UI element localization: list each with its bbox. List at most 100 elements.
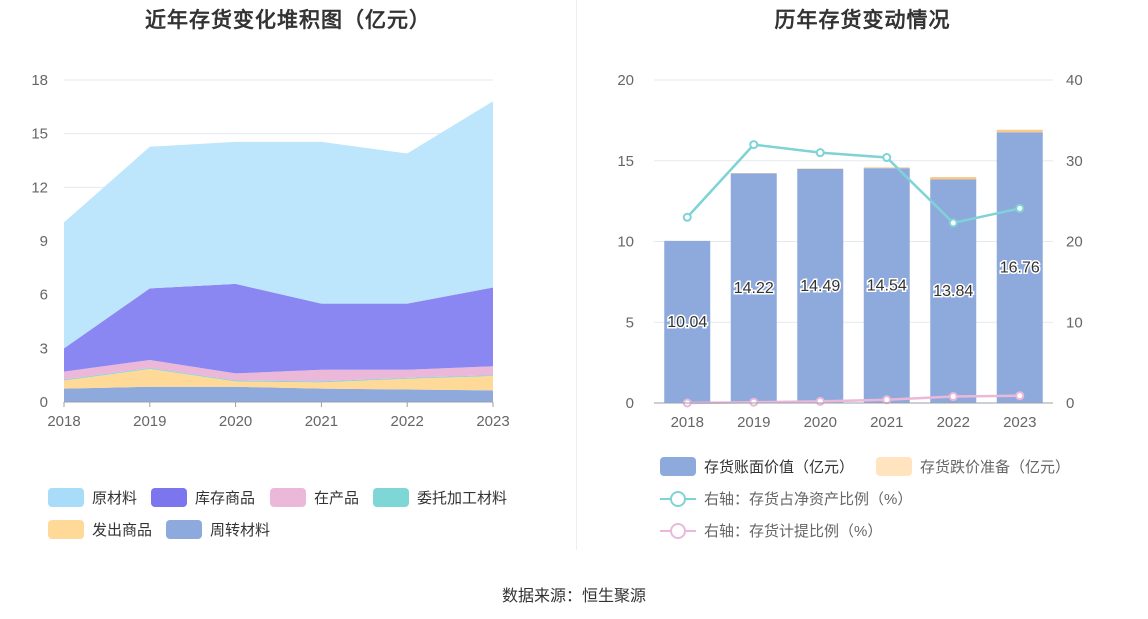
area-legend-item[interactable]: 原材料 [48, 487, 137, 508]
bar-right-y-tick-label: 20 [1066, 234, 1083, 251]
area-y-tick-label: 9 [40, 233, 48, 250]
book-value-bar [930, 179, 977, 403]
area-y-tick-label: 15 [31, 126, 48, 143]
legend-label: 右轴：存货占净资产比例（%） [704, 491, 913, 508]
bar-value-label: 13.84 [933, 283, 973, 300]
legend-swatch [151, 488, 187, 507]
area-legend-item[interactable]: 在产品 [270, 487, 359, 508]
area-chart-legend: 原材料 库存商品 在产品 委托加工材料发出商品 周转材料 [0, 0, 576, 555]
bar-x-tick-label: 2022 [937, 414, 970, 431]
bar-x-tick-label: 2021 [870, 414, 903, 431]
legend-swatch [270, 488, 306, 507]
legend-label: 周转材料 [210, 522, 271, 539]
inventory-change-panel: 历年存货变动情况 0 5 10 15 20 0 10 20 30 40 10.04 14.22 14.4… [577, 0, 1148, 555]
ratio-point [682, 212, 692, 222]
area-x-tick-label: 2023 [476, 413, 509, 430]
area-y-tick-label: 3 [40, 340, 48, 357]
bar-value-label: 10.04 [667, 314, 707, 331]
legend-swatch [48, 488, 84, 507]
area-legend-item[interactable]: 委托加工材料 [373, 487, 507, 508]
bar-left-y-tick-label: 15 [617, 153, 634, 170]
bar-right-y-tick-label: 40 [1066, 72, 1083, 89]
legend-swatch [660, 457, 696, 476]
area-series-5 [64, 283, 493, 374]
ratio-point [1015, 203, 1025, 213]
bar-chart-legend: 存货账面价值（亿元） 存货跌价准备（亿元） 右轴：存货占净资产比例（%） 右轴：存货计… [577, 0, 1148, 555]
area-y-tick-label: 12 [31, 179, 48, 196]
ratio-line-1 [686, 143, 1021, 225]
bar-right-y-tick-label: 30 [1066, 153, 1083, 170]
area-x-tick-label: 2020 [219, 413, 252, 430]
bar-value-label: 14.22 [734, 280, 774, 297]
legend-swatch [660, 489, 696, 508]
inventory-stacked-area-panel: 近年存货变化堆积图（亿元） 0 3 6 9 12 15 18 2018 2019 2020 2021… [0, 0, 576, 555]
area-series-2 [64, 368, 493, 391]
inventory-bar-line-chart: 0 5 10 15 20 0 10 20 30 40 10.04 14.22 14.49 14.54 13.… [617, 72, 1083, 431]
bar-right-y-tick-label: 0 [1066, 395, 1074, 412]
book-value-bar [664, 240, 711, 403]
area-legend-item[interactable]: 周转材料 [166, 519, 270, 540]
bar-legend-item[interactable]: 右轴：存货计提比例（%） [660, 520, 882, 541]
area-series-6 [64, 101, 493, 349]
ratio-point [815, 148, 825, 158]
legend-label: 右轴：存货计提比例（%） [704, 523, 883, 540]
area-chart-title: 近年存货变化堆积图（亿元） [145, 9, 431, 32]
legend-marker [670, 491, 686, 507]
ratio-point [749, 140, 759, 150]
stacked-area-chart: 0 3 6 9 12 15 18 2018 2019 2020 2021 2022 2023 [31, 72, 509, 430]
area-series-3 [64, 368, 493, 383]
legend-label: 库存商品 [195, 490, 256, 507]
bar-legend-item[interactable]: 存货账面价值（亿元） [660, 456, 854, 477]
legend-label: 在产品 [314, 490, 360, 507]
area-x-tick-label: 2018 [47, 413, 80, 430]
bar-left-y-tick-label: 20 [617, 72, 634, 89]
area-y-tick-label: 18 [31, 72, 48, 89]
legend-label: 原材料 [92, 490, 138, 507]
provision-bar [930, 177, 977, 180]
legend-swatch [373, 488, 409, 507]
bar-right-y-tick-label: 10 [1066, 314, 1083, 331]
legend-marker [670, 523, 686, 539]
bar-value-label: 14.49 [800, 278, 840, 295]
bar-left-y-tick-label: 10 [617, 234, 634, 251]
area-x-tick-label: 2021 [305, 413, 338, 430]
legend-label: 发出商品 [92, 522, 153, 539]
ratio-point [749, 397, 759, 407]
area-x-tick-label: 2022 [391, 413, 424, 430]
legend-swatch [660, 521, 696, 540]
area-legend-item[interactable]: 库存商品 [151, 487, 255, 508]
bar-chart-title: 历年存货变动情况 [774, 9, 951, 32]
book-value-bar [996, 132, 1043, 404]
bar-value-label: 14.54 [867, 278, 907, 295]
ratio-point [948, 218, 958, 228]
bar-left-y-tick-label: 5 [626, 314, 634, 331]
bar-legend-item[interactable]: 存货跌价准备（亿元） [876, 456, 1070, 477]
ratio-line-2 [687, 394, 1020, 405]
legend-swatch [166, 520, 202, 539]
ratio-point [882, 153, 892, 163]
bar-value-label: 16.76 [1000, 260, 1040, 277]
legend-swatch [876, 457, 912, 476]
book-value-bar [863, 168, 910, 403]
bar-left-y-tick-label: 0 [626, 395, 634, 412]
legend-swatch [48, 520, 84, 539]
bar-x-tick-label: 2019 [737, 414, 770, 431]
provision-bar [996, 129, 1043, 133]
bar-legend-item[interactable]: 右轴：存货占净资产比例（%） [660, 488, 912, 509]
panel-divider [576, 0, 577, 550]
area-legend-item[interactable]: 发出商品 [48, 519, 152, 540]
area-y-tick-label: 6 [40, 287, 48, 304]
legend-label: 存货账面价值（亿元） [704, 459, 855, 476]
data-source-note: 数据来源：恒生聚源 [501, 588, 646, 605]
area-y-tick-label: 0 [40, 394, 48, 411]
bar-x-tick-label: 2020 [804, 414, 837, 431]
area-series-4 [64, 359, 493, 382]
area-series-1 [64, 386, 493, 402]
provision-bar [863, 167, 910, 169]
bar-x-tick-label: 2018 [671, 414, 704, 431]
legend-label: 存货跌价准备（亿元） [920, 459, 1071, 476]
book-value-bar [797, 168, 844, 403]
book-value-bar [730, 173, 777, 403]
bar-x-tick-label: 2023 [1003, 414, 1036, 431]
area-x-tick-label: 2019 [133, 413, 166, 430]
